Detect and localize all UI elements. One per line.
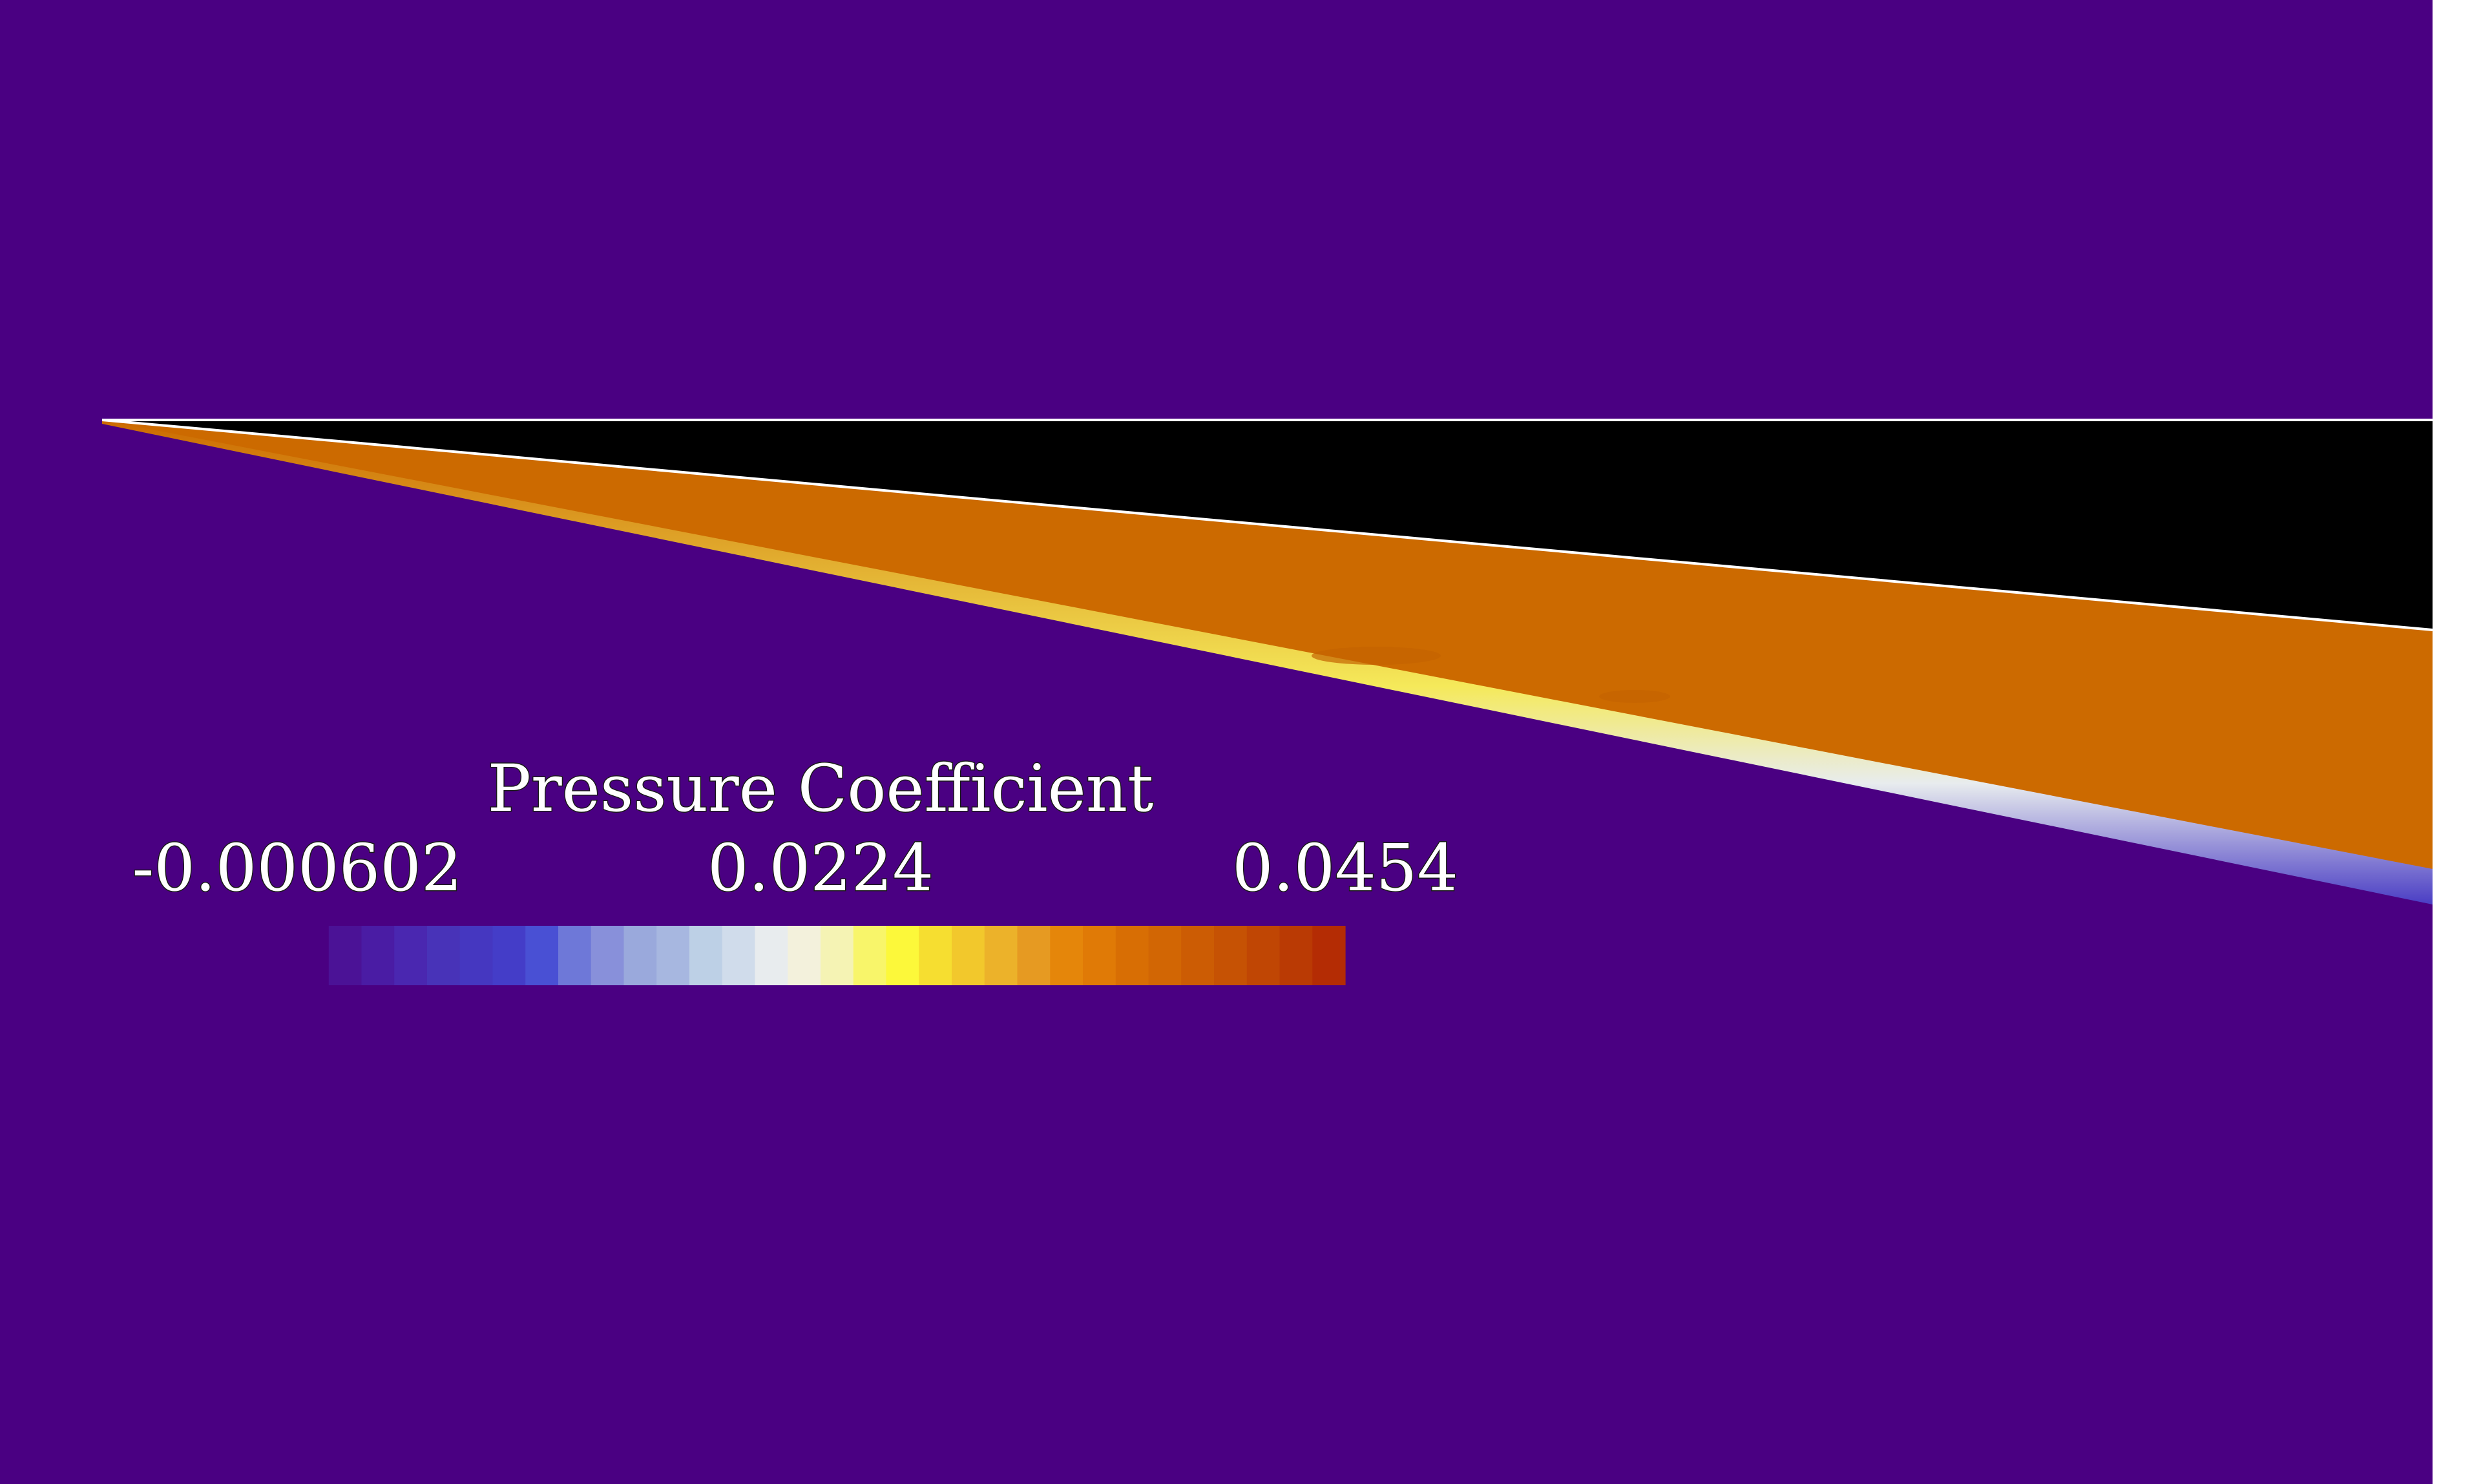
colorbar-swatch (591, 926, 625, 985)
colorbar-tick-label-min: -0.000602 (132, 830, 463, 906)
colorbar-swatch (427, 926, 461, 985)
colorbar-swatch (1148, 926, 1182, 985)
colorbar-swatch (821, 926, 854, 985)
colorbar-swatch (886, 926, 919, 985)
colorbar-swatch (1279, 926, 1313, 985)
colorbar-swatch (1050, 926, 1083, 985)
shock-layer-contour (1599, 690, 1670, 703)
colorbar-swatch (755, 926, 788, 985)
colorbar-swatch (525, 926, 559, 985)
colorbar-swatch (558, 926, 592, 985)
colorbar-swatch (853, 926, 887, 985)
colorbar-swatch (296, 926, 330, 985)
colorbar-swatch (656, 926, 690, 985)
colorbar-tick-label-mid: 0.0224 (707, 830, 934, 906)
colorbar-swatches (296, 926, 1346, 985)
colorbar-swatch (1017, 926, 1051, 985)
colorbar-swatch (459, 926, 494, 985)
colorbar-tick-label-max: 0.0454 (1232, 830, 1458, 906)
colorbar-swatch (328, 926, 362, 985)
colorbar-swatch (361, 926, 395, 985)
colorbar-swatch (492, 926, 526, 985)
colorbar-swatch (1246, 926, 1281, 985)
shock-layer-contour (1312, 647, 1441, 665)
colorbar-swatch (1115, 926, 1149, 985)
colorbar-swatch (689, 926, 723, 985)
page-margin (2433, 0, 2481, 1484)
colorbar-swatch (623, 926, 657, 985)
colorbar-title: Pressure Coefficient (488, 751, 1154, 826)
colorbar-swatch (1312, 926, 1346, 985)
colorbar-swatch (984, 926, 1018, 985)
wedge-lower-edge (101, 419, 2433, 631)
colorbar-legend: Pressure Coefficient -0.000602 0.0224 0.… (131, 750, 1459, 985)
shock-front-band (102, 420, 2433, 904)
colorbar-swatch (1214, 926, 1248, 985)
colorbar-swatch (919, 926, 952, 985)
colorbar-swatch (722, 926, 756, 985)
colorbar-swatch (1181, 926, 1215, 985)
colorbar-swatch (394, 926, 428, 985)
colorbar-swatch (788, 926, 821, 985)
colorbar-swatch (952, 926, 985, 985)
colorbar-swatch (1083, 926, 1116, 985)
